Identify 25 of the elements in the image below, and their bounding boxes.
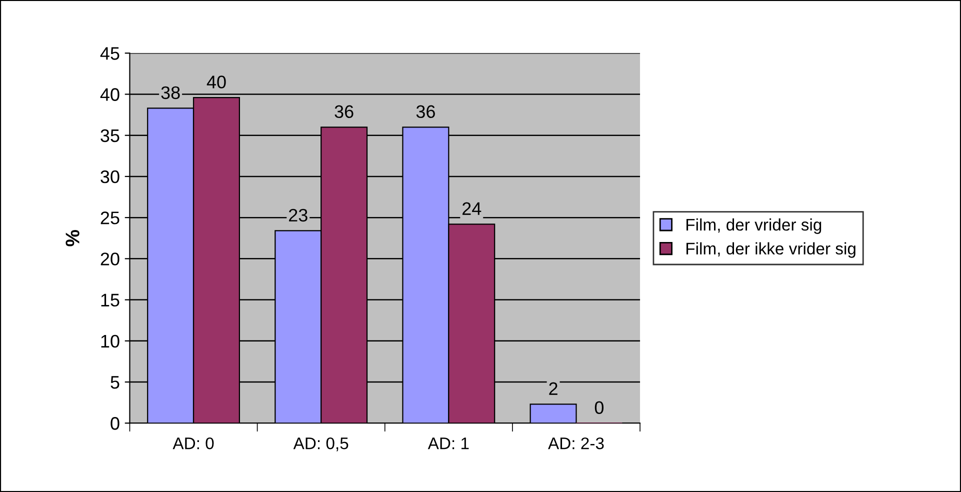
y-axis-title: % — [66, 230, 80, 246]
y-tick-label: 25 — [100, 212, 120, 224]
y-tick-label: 5 — [110, 376, 120, 389]
data-label: 0 — [594, 401, 604, 414]
y-tick-label: 10 — [101, 334, 120, 348]
data-label: 2 — [549, 382, 558, 395]
data-label: 38 — [161, 86, 180, 100]
y-tick-label: 15 — [101, 294, 120, 307]
x-tick-label: AD: 0 — [172, 437, 214, 450]
y-tick-label: 0 — [110, 417, 120, 430]
data-label: 24 — [462, 202, 482, 215]
legend-label: Film, der vrider sig — [686, 218, 822, 234]
y-tick-label: 20 — [100, 252, 120, 266]
y-tick-label: 30 — [100, 170, 120, 184]
y-tick-label: 35 — [100, 129, 120, 142]
data-label: 40 — [206, 76, 226, 88]
data-label: 36 — [334, 105, 354, 118]
x-tick-label: AD: 1 — [428, 438, 469, 450]
y-tick-label: 40 — [100, 88, 120, 101]
legend-label: Film, der ikke vrider sig — [686, 242, 856, 258]
data-label: 36 — [416, 105, 435, 118]
y-tick-label: 45 — [100, 47, 120, 60]
x-tick-label: AD: 0,5 — [293, 437, 348, 452]
data-label: 23 — [289, 208, 308, 222]
x-tick-label: AD: 2-3 — [548, 437, 604, 450]
